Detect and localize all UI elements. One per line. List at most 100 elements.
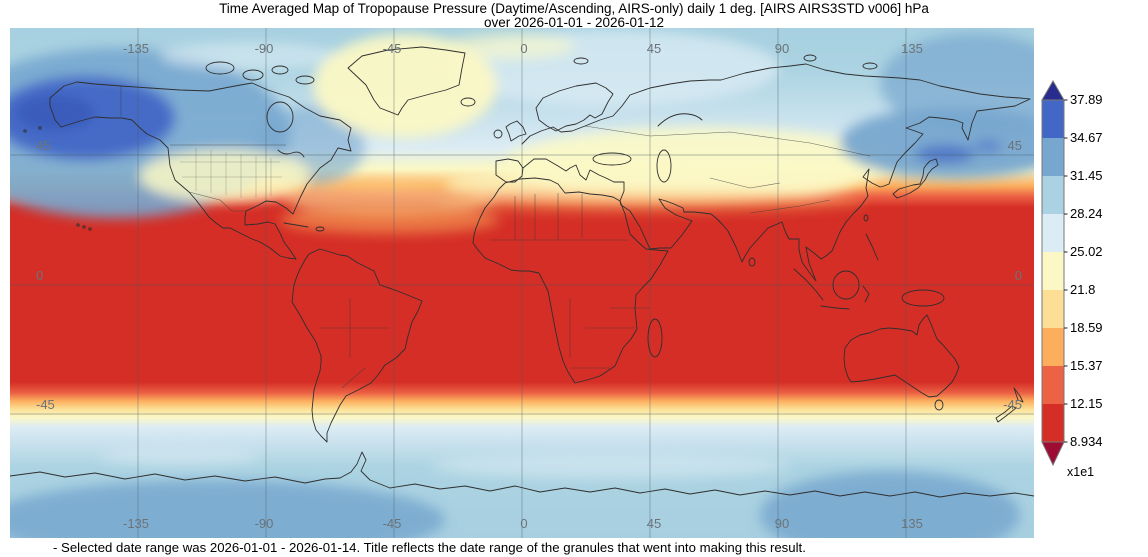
- anomaly-alaska-deep: [15, 95, 95, 131]
- colorbar-segment: [1042, 100, 1064, 138]
- anomaly-antarctica-west: [10, 480, 445, 538]
- colorbar-segment: [1042, 366, 1064, 404]
- lon-label-bottom: 135: [901, 516, 923, 531]
- colorbar-tick-label: 25.02: [1070, 244, 1103, 259]
- colorbar-multiplier: x1e1: [1067, 465, 1094, 479]
- coastline-arctic-island-4: [295, 75, 315, 85]
- date-range-footnote: - Selected date range was 2026-01-01 - 2…: [53, 540, 806, 555]
- coastline-sumatra: [793, 268, 824, 301]
- lat-label-left: -45: [36, 397, 55, 412]
- colorbar-segment: [1042, 404, 1064, 442]
- coastline-asia-east-south: [619, 98, 1031, 282]
- coastline-arctic-island-2: [242, 69, 264, 81]
- colorbar-under-arrow: [1041, 441, 1065, 467]
- borders-asia: [584, 125, 871, 214]
- colorbar-over-arrow: [1041, 80, 1065, 101]
- lon-label-top: -90: [255, 41, 274, 56]
- anomaly-southern-ocean-pale: [430, 453, 790, 479]
- colorbar-tick-label: 8.934: [1070, 434, 1103, 449]
- anomaly-atlantic-orange: [280, 206, 500, 234]
- coastline-scandinavia: [535, 82, 614, 132]
- coastline-hispaniola: [315, 226, 325, 232]
- anomaly-arctic-pale-nw: [160, 42, 340, 70]
- anomaly-southern-ocean-pale-2: [100, 446, 260, 466]
- coastline-black-sea: [592, 152, 632, 166]
- anomaly-japan-royal-2: [974, 140, 1002, 152]
- coastline-antarctica: [10, 451, 1034, 498]
- lon-label-bottom: -45: [383, 516, 402, 531]
- coastline-severnaya: [803, 54, 817, 62]
- colorbar-segment: [1042, 252, 1064, 290]
- lon-label-bottom: 0: [520, 516, 527, 531]
- anomaly-nwpacific-blue: [840, 107, 1034, 179]
- coastline-aleutian-2: [23, 129, 27, 133]
- world-map: -135 -90 -45 0 45 90 135 -135 -90 -45 0 …: [10, 28, 1034, 538]
- borders-south-america: [320, 298, 390, 389]
- coastline-borneo: [832, 270, 860, 300]
- coastline-sri-lanka: [748, 257, 756, 267]
- plot-subtitle-daterange: over 2026-01-01 - 2026-01-12: [483, 15, 665, 30]
- coastline-arctic-island-3: [271, 65, 289, 75]
- coastline-iberia: [495, 158, 524, 183]
- borders-africa: [490, 193, 650, 369]
- border-us-mexico: [188, 191, 246, 212]
- colorbar-tick-label: 21.8: [1070, 282, 1095, 297]
- coastline-svalbard: [573, 57, 589, 65]
- coastline-mediterranean-north: [522, 158, 625, 202]
- lon-label-top: -45: [383, 41, 402, 56]
- colorbar-tick-label: 15.37: [1070, 358, 1103, 373]
- anomaly-usa-yellow: [140, 150, 310, 202]
- coastline-eurasia-north: [521, 63, 1031, 145]
- colorbar-segment: [1042, 328, 1064, 366]
- lat-label-left: 0: [36, 268, 43, 283]
- colorbar-tick-label: 28.24: [1070, 206, 1103, 221]
- lon-label-top: 0: [520, 41, 527, 56]
- coastline-hawaii-3: [88, 227, 92, 231]
- lon-label-bottom: -90: [255, 516, 274, 531]
- anomaly-greenland-yellow: [313, 34, 497, 138]
- coastline-africa: [472, 177, 669, 384]
- plot-title: Time Averaged Map of Tropopause Pressure…: [219, 1, 929, 16]
- lat-label-right: 0: [1015, 268, 1022, 283]
- colorbar-tick-label: 34.67: [1070, 130, 1103, 145]
- coastline-taiwan: [863, 214, 869, 222]
- coastline-new-zealand: [995, 387, 1024, 423]
- lon-label-bottom: 45: [647, 516, 661, 531]
- coastline-japan: [892, 158, 939, 199]
- coastline-caspian-sea: [656, 149, 672, 183]
- coastline-hawaii-1: [76, 223, 80, 227]
- coastline-arctic-island-1: [205, 61, 235, 75]
- colorbar-tick-label: 31.45: [1070, 168, 1103, 183]
- coastlines: [10, 46, 1034, 498]
- lon-label-bottom: 90: [775, 516, 789, 531]
- coastline-britain: [505, 120, 527, 142]
- lat-label-right: 45: [1008, 138, 1022, 153]
- pressure-anomalies: [10, 30, 1034, 538]
- colorbar-segment: [1042, 214, 1064, 252]
- us-state-borders: [180, 148, 282, 198]
- coastline-hudson-bay: [266, 101, 294, 133]
- coastline-tasmania: [934, 399, 944, 411]
- coastline-south-america: [291, 248, 423, 443]
- anomaly-nesiberia-blue: [880, 33, 1034, 133]
- coastline-java: [820, 305, 850, 310]
- coastline-greenland: [347, 46, 466, 116]
- graticule: [10, 28, 1034, 538]
- coastline-new-siberian-is: [862, 62, 878, 70]
- anomaly-svalbard-yellow: [445, 33, 575, 59]
- coastline-hawaii-2: [82, 225, 86, 229]
- anomaly-antarctica-east: [760, 471, 1020, 538]
- lon-label-top: 45: [647, 41, 661, 56]
- coastline-north-america: [49, 81, 352, 260]
- anomaly-japan-royal: [915, 145, 975, 163]
- lon-label-bottom: -135: [123, 516, 149, 531]
- colorbar: 37.89 34.67 31.45 28.24 25.02 21.8 18.59…: [1041, 80, 1103, 479]
- coastline-sulawesi: [862, 285, 870, 303]
- coastline-ireland: [493, 129, 503, 139]
- coastline-australia: [843, 314, 960, 398]
- lon-label-top: 90: [775, 41, 789, 56]
- coastline-cuba: [283, 222, 309, 228]
- colorbar-tick-marks: [1064, 99, 1068, 443]
- country-borders: [120, 86, 871, 389]
